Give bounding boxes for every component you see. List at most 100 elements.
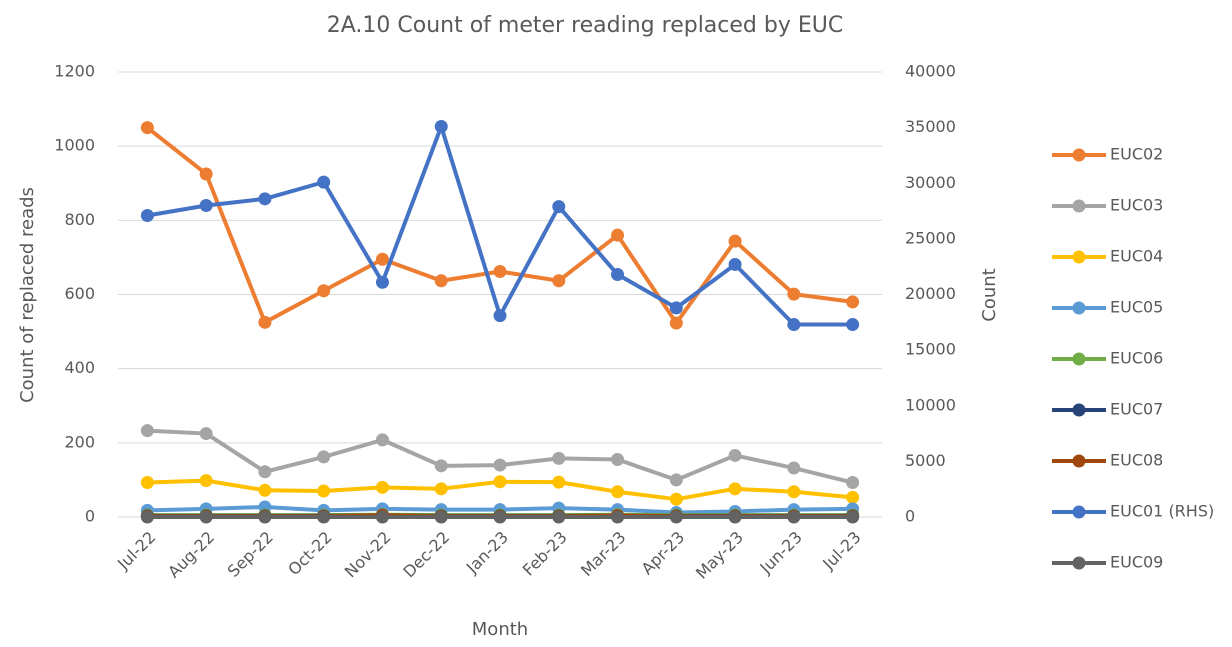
x-tick-label: Feb-23 bbox=[519, 528, 571, 580]
point bbox=[376, 511, 389, 524]
point bbox=[787, 511, 800, 524]
point bbox=[376, 276, 389, 289]
point bbox=[141, 121, 154, 134]
point bbox=[200, 167, 213, 180]
point bbox=[494, 459, 507, 472]
point bbox=[846, 318, 859, 331]
y-axis-label: Count of replaced reads bbox=[17, 187, 38, 403]
y2-tick-label: 20000 bbox=[905, 284, 956, 303]
point bbox=[846, 476, 859, 489]
legend-label: EUC02 bbox=[1110, 145, 1163, 164]
y-tick-label: 800 bbox=[64, 210, 95, 229]
legend-marker bbox=[1073, 200, 1086, 213]
point bbox=[670, 493, 683, 506]
point bbox=[611, 229, 624, 242]
point bbox=[729, 511, 742, 524]
point bbox=[494, 309, 507, 322]
point bbox=[552, 452, 565, 465]
y2-tick-label: 0 bbox=[905, 507, 915, 526]
point bbox=[258, 316, 271, 329]
y2-tick-label: 35000 bbox=[905, 117, 956, 136]
point bbox=[846, 295, 859, 308]
point bbox=[729, 449, 742, 462]
legend-label: EUC06 bbox=[1110, 349, 1163, 368]
point bbox=[494, 475, 507, 488]
legend-label: EUC05 bbox=[1110, 298, 1163, 317]
point bbox=[611, 268, 624, 281]
point bbox=[317, 485, 330, 498]
point bbox=[729, 258, 742, 271]
y2-tick-label: 25000 bbox=[905, 228, 956, 247]
point bbox=[552, 511, 565, 524]
point bbox=[376, 481, 389, 494]
point bbox=[552, 274, 565, 287]
point bbox=[787, 288, 800, 301]
point bbox=[317, 450, 330, 463]
legend-marker bbox=[1073, 302, 1086, 315]
point bbox=[141, 476, 154, 489]
y-tick-label: 1200 bbox=[54, 62, 95, 81]
x-tick-label: Jul-22 bbox=[113, 528, 159, 574]
point bbox=[670, 317, 683, 330]
point bbox=[670, 301, 683, 314]
point bbox=[494, 265, 507, 278]
x-tick-label: May-23 bbox=[692, 528, 747, 583]
x-tick-label: Mar-23 bbox=[577, 528, 630, 581]
point bbox=[846, 491, 859, 504]
legend-label: EUC09 bbox=[1110, 553, 1163, 572]
x-tick-label: Aug-22 bbox=[164, 528, 218, 582]
point bbox=[435, 459, 448, 472]
y2-tick-label: 30000 bbox=[905, 173, 956, 192]
point bbox=[141, 209, 154, 222]
point bbox=[258, 484, 271, 497]
point bbox=[435, 482, 448, 495]
legend-marker bbox=[1073, 506, 1086, 519]
point bbox=[317, 176, 330, 189]
point bbox=[376, 253, 389, 266]
legend-marker bbox=[1073, 353, 1086, 366]
point bbox=[141, 511, 154, 524]
legend-label: EUC08 bbox=[1110, 451, 1163, 470]
point bbox=[670, 473, 683, 486]
chart-title: 2A.10 Count of meter reading replaced by… bbox=[327, 13, 843, 38]
legend-label: EUC01 (RHS) bbox=[1110, 502, 1214, 521]
point bbox=[200, 427, 213, 440]
x-tick-label: Jan-23 bbox=[462, 528, 512, 578]
point bbox=[258, 465, 271, 478]
x-tick-label: Dec-22 bbox=[399, 528, 453, 582]
point bbox=[611, 485, 624, 498]
point bbox=[552, 476, 565, 489]
y2-axis-label: Count bbox=[979, 268, 1000, 321]
x-tick-label: Jun-23 bbox=[756, 528, 806, 578]
point bbox=[258, 511, 271, 524]
y2-tick-label: 40000 bbox=[905, 62, 956, 81]
y-tick-label: 400 bbox=[64, 358, 95, 377]
point bbox=[729, 482, 742, 495]
point bbox=[611, 453, 624, 466]
point bbox=[376, 433, 389, 446]
point bbox=[200, 511, 213, 524]
y2-tick-label: 15000 bbox=[905, 340, 956, 359]
point bbox=[611, 511, 624, 524]
legend-marker bbox=[1073, 455, 1086, 468]
legend-label: EUC04 bbox=[1110, 247, 1163, 266]
x-tick-label: Jul-23 bbox=[818, 528, 864, 574]
legend-marker bbox=[1073, 251, 1086, 264]
x-axis-label: Month bbox=[472, 619, 528, 640]
point bbox=[317, 284, 330, 297]
point bbox=[494, 511, 507, 524]
point bbox=[729, 235, 742, 248]
point bbox=[552, 200, 565, 213]
legend-marker bbox=[1073, 404, 1086, 417]
y-tick-label: 600 bbox=[64, 284, 95, 303]
y2-tick-label: 5000 bbox=[905, 451, 946, 470]
legend-label: EUC03 bbox=[1110, 196, 1163, 215]
legend-marker bbox=[1073, 149, 1086, 162]
point bbox=[787, 318, 800, 331]
point bbox=[317, 511, 330, 524]
point bbox=[258, 192, 271, 205]
y-tick-label: 1000 bbox=[54, 136, 95, 155]
point bbox=[435, 120, 448, 133]
point bbox=[200, 474, 213, 487]
